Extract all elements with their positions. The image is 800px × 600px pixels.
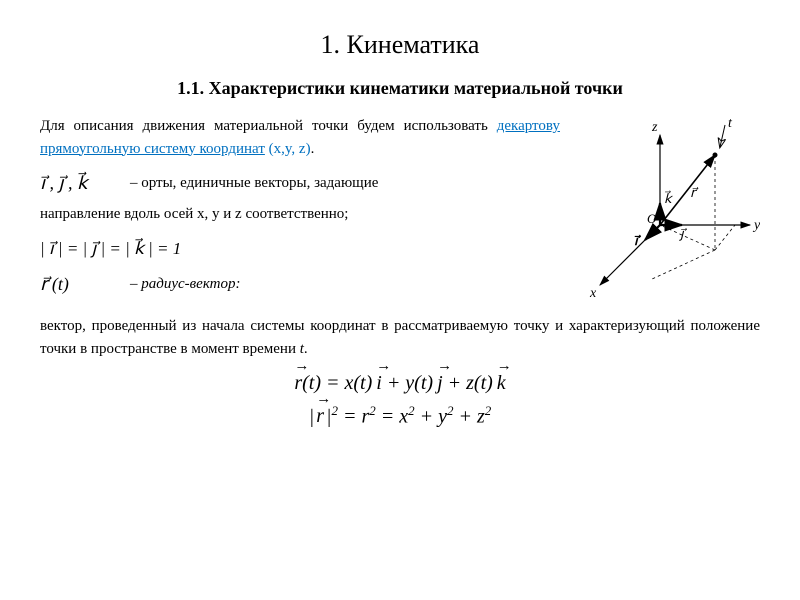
svg-text:j⃗: j⃗ bbox=[679, 226, 687, 241]
svg-text:y: y bbox=[752, 218, 760, 233]
svg-text:i⃗: i⃗ bbox=[634, 233, 642, 248]
radius-vector-label: – радиус-вектор: bbox=[130, 273, 240, 296]
svg-text:t: t bbox=[728, 116, 733, 131]
equation-r-squared: |r|2 = r2 = x2 + y2 + z2 bbox=[40, 403, 760, 429]
intro-coord: (x,y, z) bbox=[265, 141, 311, 157]
svg-text:k⃗: k⃗ bbox=[664, 191, 674, 206]
svg-text:x: x bbox=[589, 286, 597, 301]
rv-def-text: вектор, проведенный из начала системы ко… bbox=[40, 318, 760, 357]
equation-r-of-t: r(t) = x(t)i + y(t)j + z(t)k bbox=[40, 372, 760, 395]
coordinate-diagram: y z x t O k⃗ j⃗ i⃗ r⃗ bbox=[560, 115, 760, 305]
intro-post: . bbox=[311, 141, 315, 157]
svg-text:O: O bbox=[647, 211, 657, 226]
unit-vectors-row: i⃗ , j⃗ , k⃗ – орты, единичные векторы, … bbox=[40, 170, 560, 197]
radius-vector-symbol: r⃗ (t) bbox=[40, 271, 130, 298]
intro-paragraph: Для описания движения материальной точки… bbox=[40, 115, 560, 160]
page-title: 1. Кинематика bbox=[40, 30, 760, 60]
section-title: 1.1. Характеристики кинематики материаль… bbox=[40, 78, 760, 99]
intro-pre: Для описания движения материальной точки… bbox=[40, 118, 497, 134]
radius-vector-row: r⃗ (t) – радиус-вектор: bbox=[40, 271, 560, 298]
rv-def-end: . bbox=[304, 341, 308, 357]
unit-vectors-text-lead: – орты, единичные векторы, задающие bbox=[130, 172, 378, 195]
unit-vectors-text-cont: направление вдоль осей x, y и z соответс… bbox=[40, 203, 560, 226]
svg-text:r⃗: r⃗ bbox=[690, 185, 699, 200]
unit-vectors-symbol: i⃗ , j⃗ , k⃗ bbox=[40, 170, 130, 197]
svg-text:z: z bbox=[651, 120, 658, 135]
radius-vector-definition: вектор, проведенный из начала системы ко… bbox=[40, 315, 760, 362]
norm-equation: | i⃗ | = | j⃗ | = | k⃗ | = 1 bbox=[40, 236, 560, 262]
